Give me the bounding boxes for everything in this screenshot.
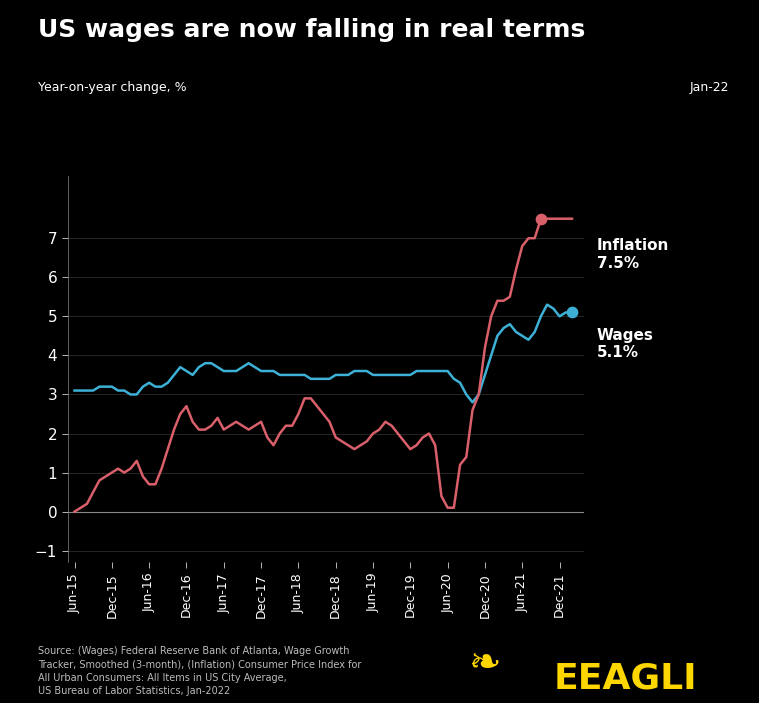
Text: Source: (Wages) Federal Reserve Bank of Atlanta, Wage Growth
Tracker, Smoothed (: Source: (Wages) Federal Reserve Bank of … bbox=[38, 646, 361, 696]
Text: Year-on-year change, %: Year-on-year change, % bbox=[38, 81, 187, 93]
Point bbox=[566, 307, 578, 318]
Text: Jan-22: Jan-22 bbox=[689, 81, 729, 93]
Text: Inflation
7.5%: Inflation 7.5% bbox=[597, 238, 669, 271]
Text: US wages are now falling in real terms: US wages are now falling in real terms bbox=[38, 18, 585, 41]
Text: Wages
5.1%: Wages 5.1% bbox=[597, 328, 653, 361]
Text: EEAGLI: EEAGLI bbox=[554, 662, 698, 696]
Point bbox=[535, 213, 547, 224]
Text: ❧: ❧ bbox=[470, 645, 502, 683]
